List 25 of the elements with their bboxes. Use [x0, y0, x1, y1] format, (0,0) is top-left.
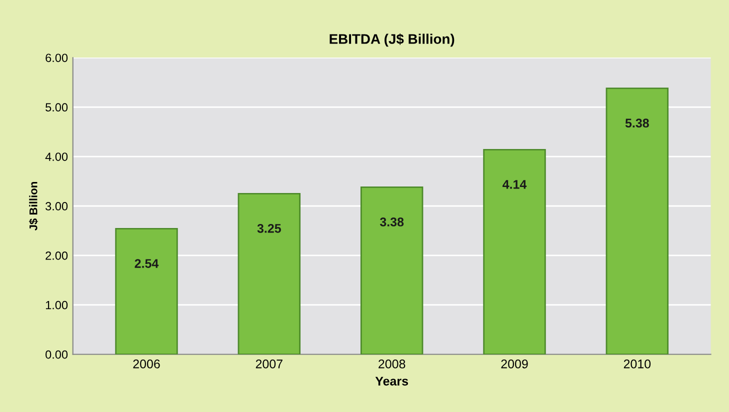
y-tick-label: 0.00 — [46, 350, 68, 359]
y-tick-label: 3.00 — [46, 202, 68, 210]
y-tick-label: 5.00 — [46, 103, 68, 112]
bar — [483, 148, 546, 354]
x-tick-label: 2007 — [256, 360, 282, 368]
data-label: 5.38 — [625, 118, 649, 128]
y-tick-label: 6.00 — [46, 54, 68, 62]
y-tick-label: 4.00 — [45, 152, 68, 161]
x-tick-label: 2006 — [133, 360, 160, 368]
x-tick-label: 2008 — [378, 360, 406, 368]
y-tick-label: 2.00 — [46, 251, 68, 260]
bar — [238, 192, 301, 354]
y-tick-label: 1.00 — [46, 300, 68, 310]
chart-title: EBITDA (J$ Billion) — [330, 33, 454, 47]
data-label: 4.14 — [502, 180, 527, 189]
bar — [606, 88, 669, 354]
data-label: 3.38 — [380, 218, 404, 226]
data-label: 2.54 — [134, 259, 159, 268]
bar — [115, 228, 178, 354]
x-axis-title: Years — [375, 376, 408, 386]
data-label: 3.25 — [257, 224, 281, 233]
x-tick-label: 2010 — [624, 360, 651, 368]
y-axis-title: J$ Billion — [28, 182, 38, 231]
x-tick-label: 2009 — [501, 360, 528, 368]
bar — [360, 186, 424, 354]
